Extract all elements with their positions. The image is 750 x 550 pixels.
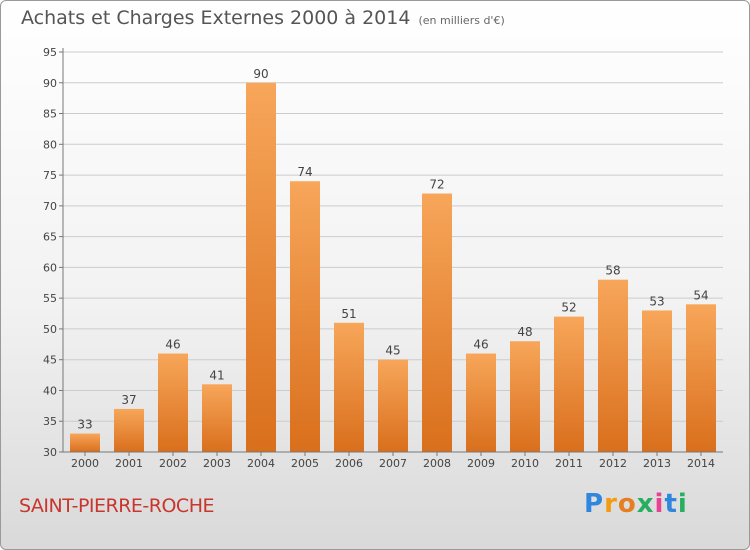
bar-2002 <box>158 353 188 452</box>
x-tick-label: 2010 <box>511 457 539 470</box>
y-tick-label: 45 <box>43 354 57 367</box>
data-label: 74 <box>297 165 312 179</box>
y-tick-label: 60 <box>43 261 57 274</box>
data-label: 45 <box>385 344 400 358</box>
x-tick-label: 2002 <box>159 457 187 470</box>
y-tick-label: 65 <box>43 231 57 244</box>
y-tick-label: 30 <box>43 446 57 459</box>
x-tick-label: 2003 <box>203 457 231 470</box>
bar-2005 <box>290 181 320 452</box>
data-label: 41 <box>209 368 224 382</box>
bar-2006 <box>334 322 364 452</box>
title-unit: (en milliers d'€) <box>418 14 505 27</box>
y-tick-label: 50 <box>43 323 57 336</box>
bar-2008 <box>422 193 452 453</box>
place-name: SAINT-PIERRE-ROCHE <box>19 495 215 517</box>
bar-2012 <box>598 279 628 452</box>
x-tick-label: 2007 <box>379 457 407 470</box>
bar-2001 <box>114 408 144 452</box>
bar-2011 <box>554 316 584 452</box>
y-tick-label: 80 <box>43 138 57 151</box>
bar-2009 <box>466 353 496 452</box>
data-label: 52 <box>561 301 576 315</box>
bar-2014 <box>686 304 716 452</box>
bar-2013 <box>642 310 672 452</box>
data-label: 90 <box>253 67 268 81</box>
chart-title: Achats et Charges Externes 2000 à 2014 (e… <box>21 7 505 29</box>
x-tick-label: 2000 <box>71 457 99 470</box>
bar-2000 <box>70 433 100 452</box>
proxiti-logo: Proxiti <box>584 489 688 519</box>
title-text: Achats et Charges Externes 2000 à 2014 <box>21 7 411 29</box>
x-tick-label: 2012 <box>599 457 627 470</box>
x-tick-label: 2011 <box>555 457 583 470</box>
data-label: 58 <box>605 264 620 278</box>
y-tick-label: 95 <box>43 46 57 59</box>
bar-2004 <box>246 82 276 453</box>
x-tick-label: 2009 <box>467 457 495 470</box>
data-label: 46 <box>165 338 180 352</box>
x-tick-label: 2014 <box>687 457 715 470</box>
y-tick-label: 85 <box>43 108 57 121</box>
y-tick-label: 75 <box>43 169 57 182</box>
data-label: 33 <box>77 418 92 432</box>
y-tick-label: 90 <box>43 77 57 90</box>
x-tick-label: 2005 <box>291 457 319 470</box>
data-label: 37 <box>121 393 136 407</box>
data-label: 72 <box>429 178 444 192</box>
data-label: 54 <box>693 288 708 302</box>
y-tick-label: 40 <box>43 384 57 397</box>
x-tick-label: 2001 <box>115 457 143 470</box>
x-tick-label: 2013 <box>643 457 671 470</box>
data-label: 53 <box>649 294 664 308</box>
x-tick-label: 2006 <box>335 457 363 470</box>
bar-2007 <box>378 359 408 452</box>
data-label: 46 <box>473 338 488 352</box>
y-tick-label: 35 <box>43 415 57 428</box>
bar-2010 <box>510 341 540 452</box>
y-tick-label: 70 <box>43 200 57 213</box>
data-label: 51 <box>341 307 356 321</box>
bar-2003 <box>202 384 232 452</box>
data-label: 48 <box>517 325 532 339</box>
x-tick-label: 2008 <box>423 457 451 470</box>
x-tick-label: 2004 <box>247 457 275 470</box>
y-tick-label: 55 <box>43 292 57 305</box>
